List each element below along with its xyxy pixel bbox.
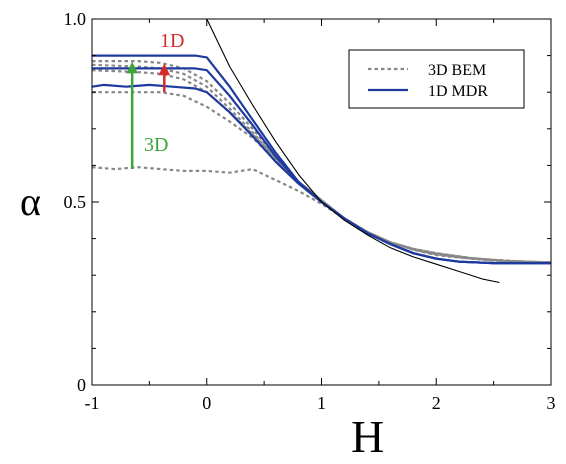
annotation-arrowhead-1 bbox=[158, 63, 171, 76]
x-tick-label: 2 bbox=[432, 393, 441, 413]
series-line-6 bbox=[91, 83, 551, 265]
y-tick-label: 0 bbox=[77, 375, 86, 395]
legend-label-1d-mdr: 1D MDR bbox=[428, 83, 488, 100]
ticks-group: -1 0 1 2 300.51.0 bbox=[64, 9, 556, 413]
legend-box bbox=[348, 49, 525, 109]
series-group bbox=[91, 18, 552, 284]
annotation-arrowhead-2 bbox=[126, 61, 138, 74]
y-tick-label: 1.0 bbox=[64, 9, 87, 29]
x-axis-label: H bbox=[351, 411, 384, 462]
legend: 3D BEM 1D MDR bbox=[348, 49, 525, 109]
x-tick-label: 1 bbox=[317, 393, 326, 413]
x-tick-label: -1 bbox=[85, 393, 100, 413]
series-line-9 bbox=[206, 18, 500, 284]
x-tick-label: 0 bbox=[202, 393, 211, 413]
y-axis-label: α bbox=[20, 179, 41, 224]
x-tick-label: 3 bbox=[547, 393, 556, 413]
annotation-3d-label: 3D bbox=[144, 134, 168, 156]
annotation-1d-label: 1D bbox=[160, 30, 184, 52]
annotations-group bbox=[126, 61, 171, 170]
legend-label-3d-bem: 3D BEM bbox=[428, 62, 486, 79]
series-line-2 bbox=[92, 91, 552, 264]
series-line-1 bbox=[91, 166, 552, 264]
series-line-8 bbox=[92, 54, 551, 265]
y-tick-label: 0.5 bbox=[64, 192, 87, 212]
